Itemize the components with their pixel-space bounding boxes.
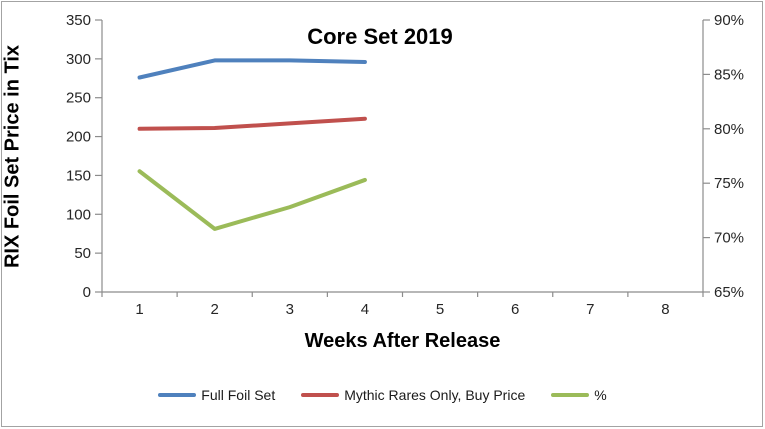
legend-item: Mythic Rares Only, Buy Price [301, 387, 525, 403]
right-axis-tick-label: 65% [714, 284, 744, 301]
chart-title: Core Set 2019 [307, 24, 453, 49]
x-axis-tick-label: 4 [361, 301, 369, 318]
x-axis-tick-label: 5 [436, 301, 444, 318]
right-axis-tick-label: 85% [714, 66, 744, 83]
x-axis-tick-label: 7 [586, 301, 594, 318]
legend-item: % [551, 387, 607, 403]
x-axis-tick-label: 3 [286, 301, 294, 318]
legend-swatch [301, 393, 340, 397]
left-axis-tick-label: 0 [83, 284, 91, 301]
left-axis-tick-label: 200 [66, 129, 91, 146]
right-axis-tick-label: 70% [714, 230, 744, 247]
legend-swatch [551, 393, 590, 397]
right-axis-tick-label: 75% [714, 175, 744, 192]
legend-item: Full Foil Set [158, 387, 275, 403]
legend-label: Mythic Rares Only, Buy Price [344, 387, 526, 403]
left-axis-tick-label: 300 [66, 51, 91, 68]
right-axis-tick-label: 90% [714, 12, 744, 29]
left-axis-tick-label: 250 [66, 90, 91, 107]
legend-swatch [158, 393, 197, 397]
series-line-full-foil-set [137, 58, 367, 80]
legend-label: Full Foil Set [201, 387, 276, 403]
right-axis-tick-label: 80% [714, 121, 744, 138]
legend: Full Foil Set Mythic Rares Only, Buy Pric… [0, 387, 765, 403]
left-axis-tick-label: 350 [66, 12, 91, 29]
x-axis-tick-label: 1 [135, 301, 143, 318]
x-axis-title: Weeks After Release [304, 330, 501, 352]
series-line-- [137, 169, 367, 231]
x-axis-tick-label: 6 [511, 301, 519, 318]
x-axis-tick-label: 8 [661, 301, 669, 318]
left-axis-tick-label: 100 [66, 206, 91, 223]
left-axis-tick-label: 150 [66, 167, 91, 184]
x-axis-tick-label: 2 [211, 301, 219, 318]
legend-label: % [594, 387, 607, 403]
left-axis-tick-label: 50 [74, 245, 91, 262]
y-axis-title: RIX Foil Set Price in Tix [1, 44, 24, 269]
series-line-mythic-rares-only-buy-price [137, 116, 367, 131]
